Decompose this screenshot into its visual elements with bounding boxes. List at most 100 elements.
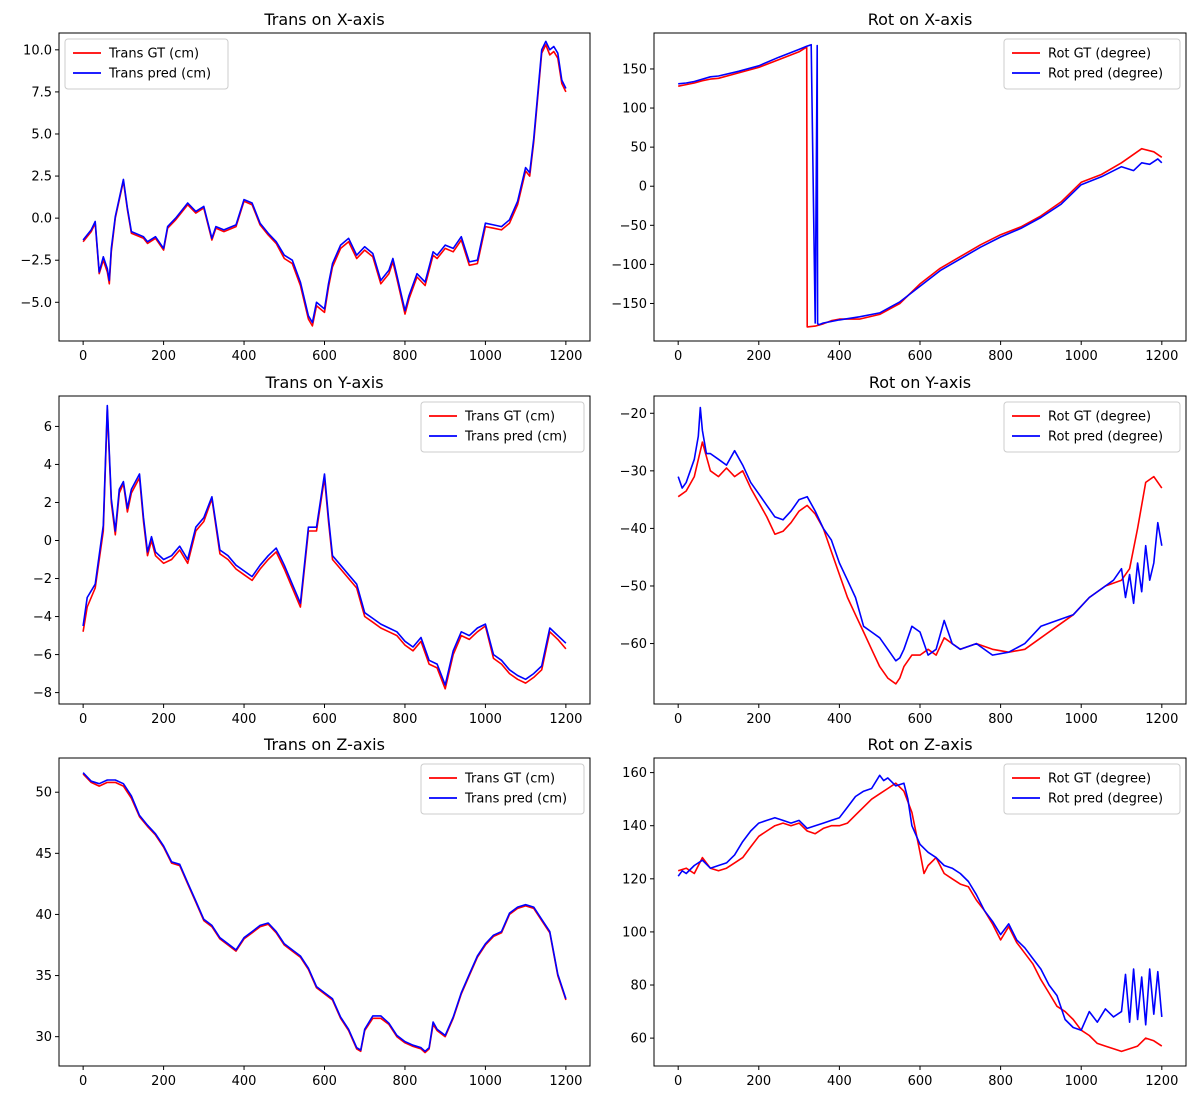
legend-box	[420, 401, 585, 453]
series-line-gt	[677, 441, 1163, 685]
x-tick-label: 800	[393, 349, 418, 364]
x-tick-label: 0	[674, 712, 682, 727]
y-tick-label: 0	[44, 534, 52, 549]
x-tick-label: 200	[151, 349, 176, 364]
x-tick-label: 1000	[1065, 712, 1098, 727]
subplot-title: Rot on Y-axis	[869, 373, 971, 392]
x-tick-label: 400	[827, 1074, 852, 1089]
x-tick-label: 0	[79, 712, 87, 727]
x-tick-label: 400	[232, 1074, 257, 1089]
x-tick-label: 400	[232, 349, 257, 364]
y-tick-label: 2.5	[31, 170, 52, 185]
legend-label: Rot pred (degree)	[1048, 67, 1163, 82]
x-tick-label: 1200	[1145, 349, 1178, 364]
x-tick-label: 600	[312, 349, 337, 364]
y-tick-label: 5.0	[31, 127, 52, 142]
y-tick-label: 100	[622, 102, 647, 117]
legend-label: Trans pred (cm)	[108, 67, 211, 82]
y-tick-label: 0.0	[31, 212, 52, 227]
y-tick-label: 160	[622, 766, 647, 781]
subplot-title: Rot on Z-axis	[867, 735, 972, 754]
series-group	[677, 406, 1163, 685]
legend: Trans GT (cm) Trans pred (cm)	[420, 763, 585, 815]
legend-box	[420, 763, 585, 815]
subplot-title: Trans on Y-axis	[264, 373, 383, 392]
y-tick-label: −4	[33, 610, 52, 625]
series-group	[677, 774, 1163, 1053]
legend: Trans GT (cm) Trans pred (cm)	[420, 401, 585, 453]
series-line-pred	[82, 772, 567, 1053]
y-tick-label: −60	[620, 637, 647, 652]
x-tick-label: 800	[988, 1074, 1013, 1089]
y-tick-label: 100	[622, 925, 647, 940]
legend-label: Rot pred (degree)	[1048, 430, 1163, 445]
y-tick-label: 45	[35, 847, 52, 862]
y-tick-label: −2	[33, 572, 52, 587]
x-tick-label: 600	[908, 712, 933, 727]
series-group	[82, 772, 567, 1054]
x-tick-label: 200	[746, 1074, 771, 1089]
y-tick-label: 40	[35, 908, 52, 923]
y-tick-label: 2	[44, 496, 52, 511]
subplot-title: Trans on X-axis	[263, 10, 384, 29]
legend-label: Trans GT (cm)	[464, 410, 555, 425]
series-line-pred	[677, 406, 1163, 662]
x-tick-label: 400	[827, 349, 852, 364]
legend: Trans GT (cm) Trans pred (cm)	[64, 38, 229, 90]
y-tick-label: 80	[630, 979, 647, 994]
x-tick-label: 1000	[1065, 349, 1098, 364]
y-tick-label: 150	[622, 62, 647, 77]
x-tick-label: 1000	[469, 1074, 502, 1089]
legend-label: Trans GT (cm)	[464, 772, 555, 787]
x-tick-label: 1200	[549, 1074, 582, 1089]
y-tick-label: −150	[611, 297, 647, 312]
y-tick-label: 30	[35, 1030, 52, 1045]
legend-box	[1003, 763, 1181, 815]
y-tick-label: −5.0	[20, 296, 52, 311]
y-tick-label: 140	[622, 819, 647, 834]
series-line-gt	[678, 46, 1163, 328]
legend-box	[64, 38, 229, 90]
legend-label: Trans GT (cm)	[108, 47, 199, 62]
series-group	[678, 43, 1163, 328]
y-tick-label: −8	[33, 686, 52, 701]
x-tick-label: 0	[79, 1074, 87, 1089]
series-line-gt	[677, 782, 1163, 1053]
subplot-title: Trans on Z-axis	[263, 735, 385, 754]
y-tick-label: 50	[630, 141, 647, 156]
subplot-title: Rot on X-axis	[868, 10, 973, 29]
subplot-1: Trans on X-axis 0 200 400 600 800 1000 1200 −5.0…	[20, 10, 591, 364]
x-tick-label: 1200	[549, 712, 582, 727]
y-tick-label: −40	[620, 522, 647, 537]
series-line-pred	[82, 40, 567, 324]
x-tick-label: 200	[746, 349, 771, 364]
y-tick-label: −6	[33, 648, 52, 663]
y-tick-label: 50	[35, 786, 52, 801]
x-tick-label: 800	[393, 712, 418, 727]
x-tick-label: 600	[312, 1074, 337, 1089]
legend-label: Trans pred (cm)	[464, 792, 567, 807]
x-tick-label: 1200	[549, 349, 582, 364]
legend: Rot GT (degree) Rot pred (degree)	[1003, 401, 1181, 453]
legend-label: Rot pred (degree)	[1048, 792, 1163, 807]
legend-box	[1003, 401, 1181, 453]
x-tick-label: 1000	[469, 349, 502, 364]
x-tick-label: 200	[746, 712, 771, 727]
x-tick-label: 1000	[1065, 1074, 1098, 1089]
x-tick-label: 1200	[1145, 1074, 1178, 1089]
series-group	[82, 40, 567, 327]
x-tick-label: 1000	[469, 712, 502, 727]
y-tick-label: 4	[44, 458, 52, 473]
series-group	[82, 404, 567, 690]
x-tick-label: 400	[827, 712, 852, 727]
legend-label: Rot GT (degree)	[1048, 410, 1151, 425]
x-tick-label: 0	[674, 349, 682, 364]
legend: Rot GT (degree) Rot pred (degree)	[1003, 763, 1181, 815]
y-tick-label: 6	[44, 420, 52, 435]
y-tick-label: −50	[620, 579, 647, 594]
legend-label: Trans pred (cm)	[464, 430, 567, 445]
x-tick-label: 0	[79, 349, 87, 364]
y-tick-label: −100	[611, 258, 647, 273]
